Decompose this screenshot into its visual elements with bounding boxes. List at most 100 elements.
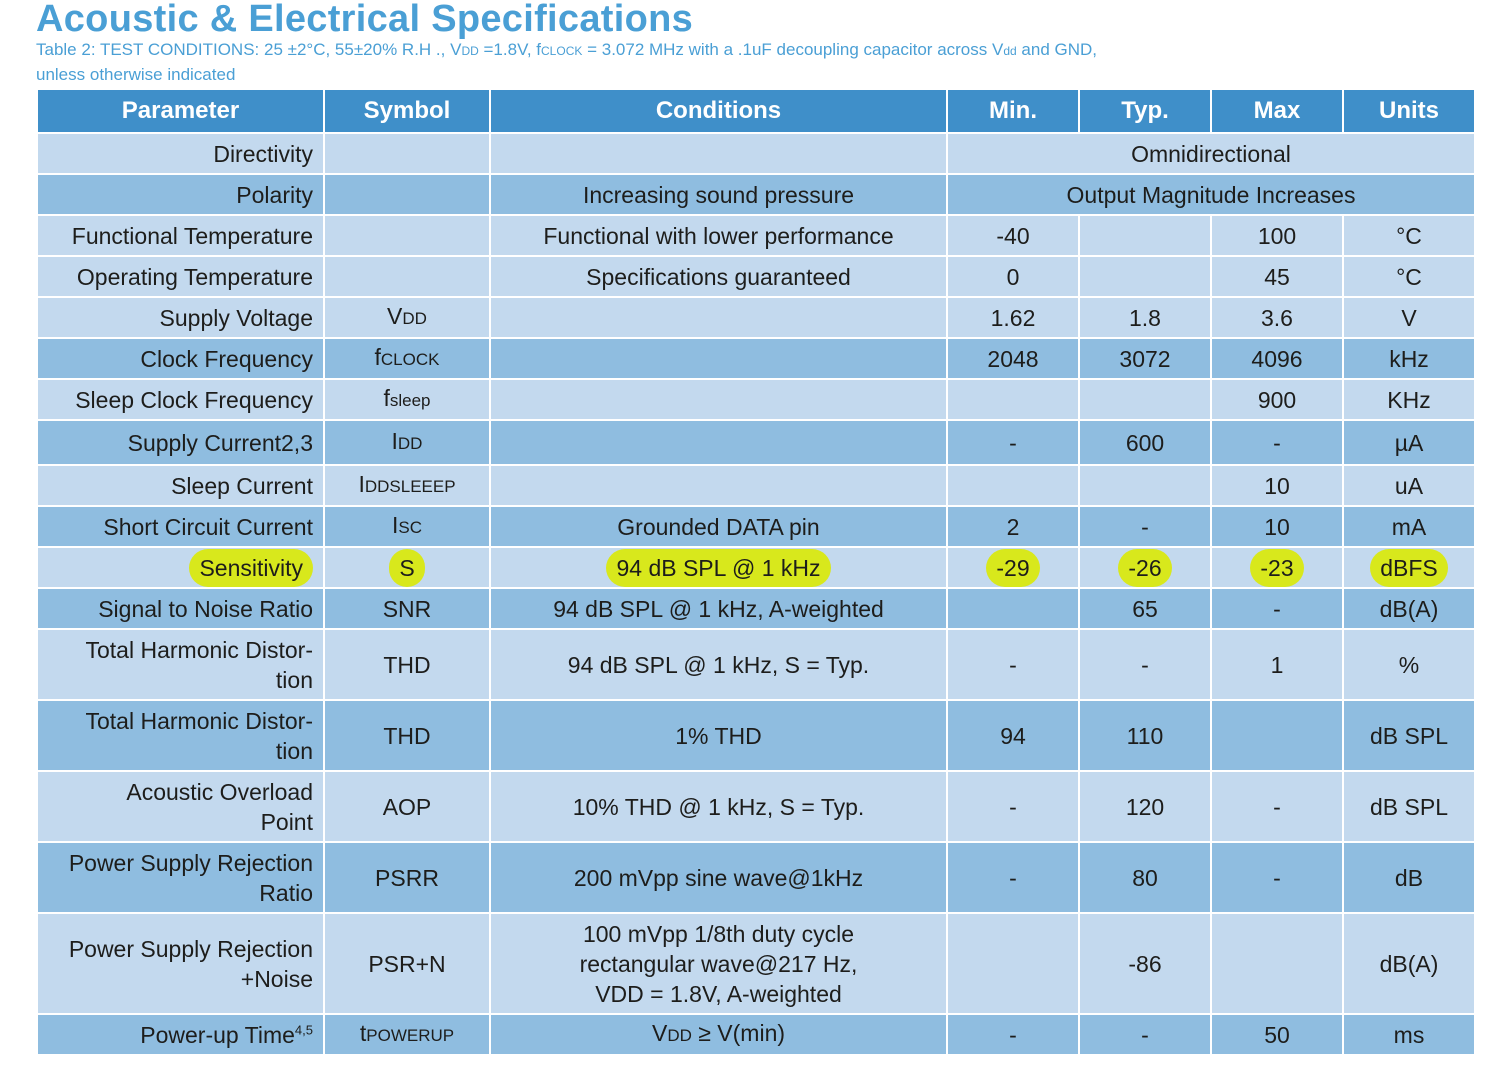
min-cell: -40 (946, 214, 1080, 257)
max-cell: 4096 (1210, 337, 1344, 380)
caption-text: and GND, (1016, 40, 1097, 59)
conditions-cell (489, 337, 948, 380)
max-cell: - (1210, 841, 1344, 914)
param-cell: Sensitivity (36, 546, 325, 589)
param-line: Point (260, 808, 313, 835)
units-cell: µA (1342, 419, 1476, 466)
conditions-cell: 10% THD @ 1 kHz, S = Typ. (489, 770, 948, 843)
conditions-cell (489, 419, 948, 466)
param-text: Power-up Time (140, 1021, 295, 1048)
param-cell: Operating Temperature (36, 255, 325, 298)
typ-cell (1078, 255, 1212, 298)
caption-text: =1.8V, f (478, 40, 542, 59)
symbol-cell (323, 255, 491, 298)
symbol-sub: DD (397, 434, 423, 453)
param-line: tion (275, 666, 313, 693)
table-row: Clock Frequency fCLOCK 2048 3072 4096 kH… (36, 337, 1476, 380)
min-cell (946, 587, 1080, 630)
units-cell: dB(A) (1342, 587, 1476, 630)
conditions-cell: 100 mVpp 1/8th duty cycle rectangular wav… (489, 912, 948, 1015)
max-cell: - (1210, 419, 1344, 466)
spec-table: Parameter Symbol Conditions Min. Typ. Ma… (36, 88, 1476, 1056)
min-cell: - (946, 841, 1080, 914)
conditions-cell: 94 dB SPL @ 1 kHz, S = Typ. (489, 628, 948, 701)
conditions-cell: 94 dB SPL @ 1 kHz, A-weighted (489, 587, 948, 630)
typ-cell (1078, 378, 1212, 421)
conditions-cell (489, 132, 948, 175)
units-cell: V (1342, 296, 1476, 339)
symbol-cell: VDD (323, 296, 491, 339)
header-symbol: Symbol (323, 88, 491, 134)
table-row: Supply Voltage VDD 1.62 1.8 3.6 V (36, 296, 1476, 339)
param-cell: Power-up Time4,5 (36, 1013, 325, 1056)
typ-cell: 120 (1078, 770, 1212, 843)
symbol-cell: fsleep (323, 378, 491, 421)
conditions-cell: Specifications guaranteed (489, 255, 948, 298)
conditions-cell: VDD ≥ V(min) (489, 1013, 948, 1056)
units-cell: dB (1342, 841, 1476, 914)
symbol-main: I (391, 428, 398, 454)
table-caption: Table 2: TEST CONDITIONS: 25 ±2°C, 55±20… (36, 38, 1474, 63)
min-cell (946, 378, 1080, 421)
conditions-cell (489, 464, 948, 507)
max-cell: 900 (1210, 378, 1344, 421)
typ-cell: 3072 (1078, 337, 1212, 380)
table-row: Total Harmonic Distor-tion THD 1% THD 94… (36, 699, 1476, 772)
param-line: Total Harmonic Distor- (85, 707, 314, 734)
param-cell: Signal to Noise Ratio (36, 587, 325, 630)
param-cell: Functional Temperature (36, 214, 325, 257)
condition-line: 100 mVpp 1/8th duty cycle (582, 920, 855, 947)
table-header-row: Parameter Symbol Conditions Min. Typ. Ma… (36, 88, 1476, 134)
units-cell: dB SPL (1342, 699, 1476, 772)
symbol-sub: DD (402, 309, 427, 328)
min-cell: 2048 (946, 337, 1080, 380)
conditions-cell: Increasing sound pressure (489, 173, 948, 216)
param-cell: Sleep Current (36, 464, 325, 507)
header-conditions: Conditions (489, 88, 948, 134)
typ-cell: 110 (1078, 699, 1212, 772)
param-line: Ratio (259, 879, 313, 906)
symbol-cell: AOP (323, 770, 491, 843)
symbol-main: V (387, 303, 403, 329)
min-cell: - (946, 419, 1080, 466)
table-row: Functional Temperature Functional with l… (36, 214, 1476, 257)
max-cell: 10 (1210, 464, 1344, 507)
symbol-cell: SNR (323, 587, 491, 630)
param-cell: Total Harmonic Distor-tion (36, 628, 325, 701)
page: Acoustic & Electrical Specifications Tab… (36, 0, 1476, 1056)
symbol-cell: PSRR (323, 841, 491, 914)
typ-cell: 600 (1078, 419, 1212, 466)
conditions-cell (489, 378, 948, 421)
caption-sub: DD (461, 44, 479, 58)
table-row: Polarity Increasing sound pressure Outpu… (36, 173, 1476, 216)
symbol-cell (323, 173, 491, 216)
symbol-main: t (359, 1020, 367, 1046)
param-line: Power Supply Rejection (68, 935, 313, 962)
param-line: tion (275, 737, 313, 764)
min-cell: 2 (946, 505, 1080, 548)
symbol-cell: tPOWERUP (323, 1013, 491, 1056)
symbol-sub: SC (398, 518, 422, 537)
param-cell: Power Supply Rejection Ratio (36, 841, 325, 914)
max-cell: 1 (1210, 628, 1344, 701)
typ-cell: 65 (1078, 587, 1212, 630)
caption-sub: dd (1003, 44, 1017, 58)
units-cell: ms (1342, 1013, 1476, 1056)
symbol-cell: fCLOCK (323, 337, 491, 380)
table-row: Total Harmonic Distor-tion THD 94 dB SPL… (36, 628, 1476, 701)
symbol-cell: ISC (323, 505, 491, 548)
units-cell: uA (1342, 464, 1476, 507)
header-parameter: Parameter (36, 88, 325, 134)
min-cell (946, 912, 1080, 1015)
param-cell: Total Harmonic Distor-tion (36, 699, 325, 772)
merged-value-cell: Output Magnitude Increases (946, 173, 1476, 216)
min-cell: 94 (946, 699, 1080, 772)
condition-rest: ≥ V(min) (691, 1020, 786, 1046)
max-cell: 50 (1210, 1013, 1344, 1056)
footnote-ref: 4,5 (294, 1021, 313, 1037)
spec-table-wrap: Parameter Symbol Conditions Min. Typ. Ma… (36, 88, 1476, 1056)
symbol-cell (323, 132, 491, 175)
units-cell: % (1342, 628, 1476, 701)
symbol-cell: THD (323, 628, 491, 701)
table-row: Acoustic Overload Point AOP 10% THD @ 1 k… (36, 770, 1476, 843)
